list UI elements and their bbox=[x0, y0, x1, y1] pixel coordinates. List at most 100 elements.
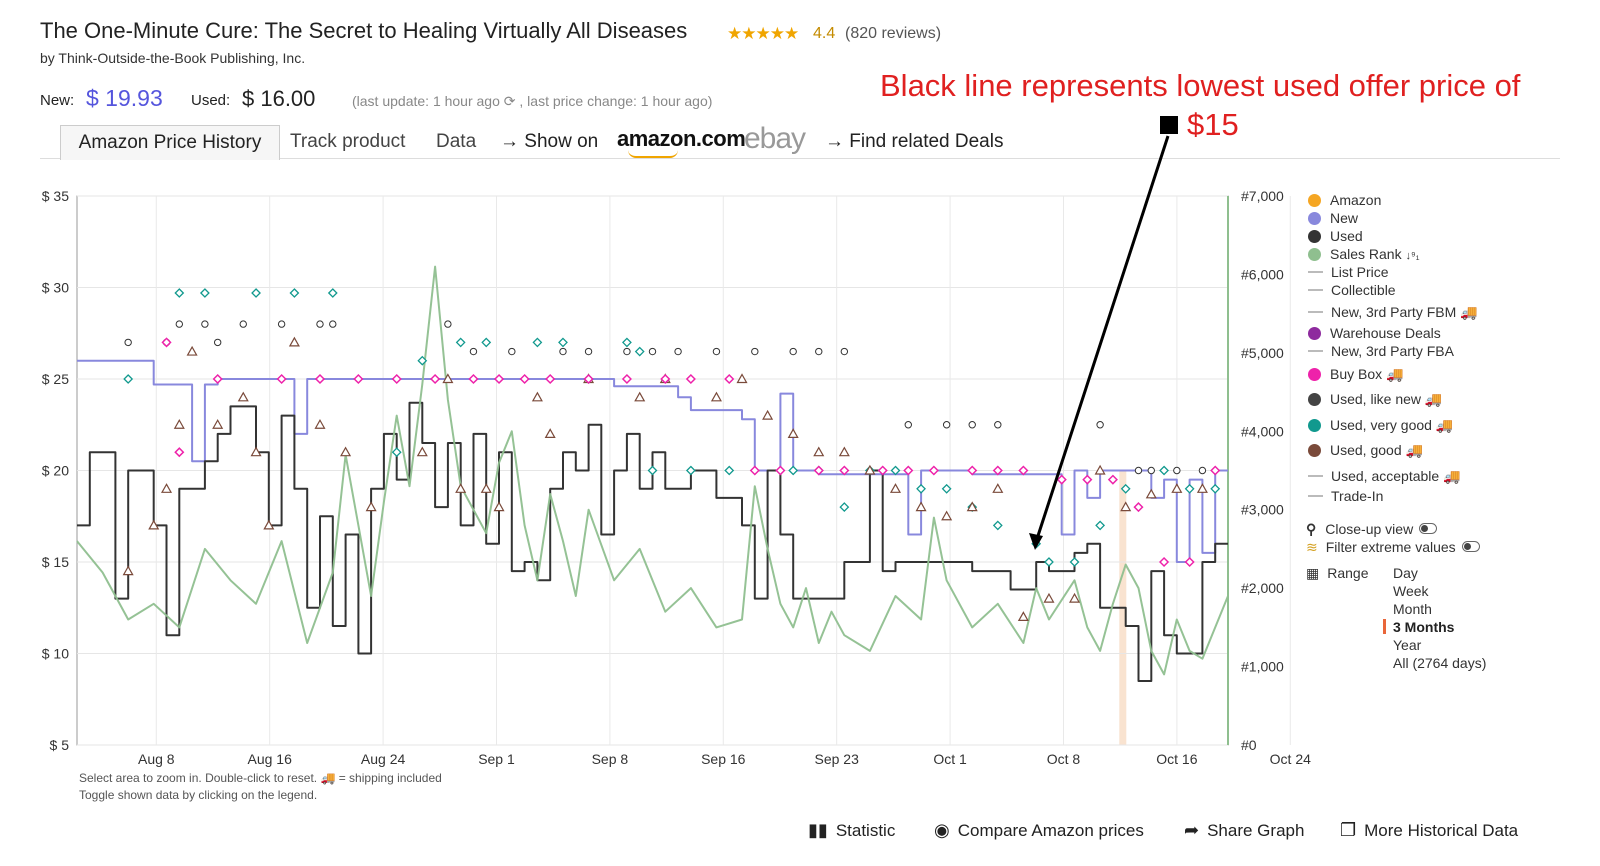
buy-box-marker bbox=[1210, 465, 1221, 476]
legend-new-3p-fbm[interactable]: New, 3rd Party FBM 🚚 bbox=[1308, 304, 1478, 321]
used-very-good-marker bbox=[1210, 483, 1221, 494]
legend-used-like-new[interactable]: Used, like new 🚚 bbox=[1308, 391, 1442, 408]
bar-chart-icon: ▮▮ bbox=[808, 820, 828, 840]
used-like-new-marker bbox=[904, 421, 912, 429]
share-graph-button[interactable]: ➦ Share Graph bbox=[1184, 820, 1304, 841]
used-like-new-marker bbox=[175, 320, 184, 328]
ebay-logo-link[interactable]: ebay bbox=[744, 122, 806, 155]
closeup-view-toggle[interactable]: ⚲ Close-up view bbox=[1306, 521, 1438, 538]
legend-buy-box[interactable]: Buy Box 🚚 bbox=[1308, 366, 1403, 383]
range-day[interactable]: Day bbox=[1393, 565, 1418, 581]
legend-collectible[interactable]: Collectible bbox=[1308, 282, 1396, 298]
used-like-new-marker bbox=[1096, 421, 1104, 429]
filter-icon: ≋ bbox=[1306, 539, 1318, 555]
legend-used-acceptable-label: Used, acceptable 🚚 bbox=[1331, 468, 1461, 484]
range-all[interactable]: All (2764 days) bbox=[1393, 655, 1487, 671]
amazon-logo-link[interactable]: amazon.com bbox=[617, 126, 746, 151]
x-tick-label: Sep 16 bbox=[701, 751, 746, 767]
tab-data[interactable]: Data bbox=[436, 131, 477, 152]
buy-box-marker bbox=[468, 373, 479, 385]
tab-find-related-deals[interactable]: → Find related Deals bbox=[825, 131, 1004, 152]
legend-sales-rank-label: Sales Rank bbox=[1330, 246, 1402, 262]
used-good-marker bbox=[1120, 501, 1132, 512]
y-left-tick-label: $ 10 bbox=[42, 646, 69, 662]
share-label: Share Graph bbox=[1207, 821, 1305, 840]
legend-new-3p-fba[interactable]: New, 3rd Party FBA bbox=[1308, 343, 1454, 359]
collectible-dash-icon bbox=[1308, 289, 1323, 291]
used-like-new-dot-icon bbox=[1308, 393, 1321, 406]
annotation-arrowhead-icon bbox=[1029, 533, 1043, 550]
range-year[interactable]: Year bbox=[1393, 637, 1422, 653]
legend-hint: Toggle shown data by clicking on the leg… bbox=[79, 788, 318, 802]
y-left-tick-label: $ 20 bbox=[42, 463, 69, 479]
review-count-link[interactable]: (820 reviews) bbox=[845, 25, 942, 42]
used-good-dot-icon bbox=[1308, 444, 1321, 457]
buy-box-marker bbox=[583, 373, 594, 385]
x-tick-label: Sep 1 bbox=[478, 751, 515, 767]
product-title: The One-Minute Cure: The Secret to Heali… bbox=[40, 18, 688, 43]
buy-box-marker bbox=[685, 373, 696, 385]
legend-trade-in-label: Trade-In bbox=[1331, 488, 1384, 504]
compare-prices-button[interactable]: ◉ Compare Amazon prices bbox=[934, 820, 1144, 841]
legend-used-good[interactable]: Used, good 🚚 bbox=[1308, 442, 1423, 459]
buy-box-marker bbox=[353, 373, 364, 385]
used-good-marker bbox=[480, 483, 492, 493]
range-week[interactable]: Week bbox=[1393, 583, 1429, 599]
legend-used-acceptable[interactable]: Used, acceptable 🚚 bbox=[1308, 468, 1461, 485]
used-very-good-marker bbox=[1069, 557, 1080, 567]
legend-used-very-good[interactable]: Used, very good 🚚 bbox=[1308, 417, 1453, 434]
y-right-tick-label: #1,000 bbox=[1241, 659, 1284, 675]
legend-amazon[interactable]: Amazon bbox=[1308, 192, 1381, 208]
y-left-tick-label: $ 35 bbox=[42, 188, 69, 204]
historical-data-button[interactable]: ❐ More Historical Data bbox=[1340, 820, 1518, 841]
legend-list-price[interactable]: List Price bbox=[1308, 264, 1389, 280]
legend-collectible-label: Collectible bbox=[1331, 282, 1396, 298]
used-very-good-marker bbox=[685, 465, 696, 476]
buy-box-marker bbox=[660, 373, 671, 385]
range-selected-indicator bbox=[1383, 619, 1386, 634]
used-like-new-marker bbox=[648, 347, 657, 356]
filter-label: Filter extreme values bbox=[1325, 539, 1456, 555]
range-month[interactable]: Month bbox=[1393, 601, 1432, 617]
sort-icon[interactable]: ↓⁹₁ bbox=[1405, 250, 1420, 262]
used-good-marker bbox=[889, 483, 902, 493]
buy-box-marker bbox=[749, 465, 760, 476]
used-very-good-marker bbox=[1120, 483, 1131, 494]
used-like-new-marker bbox=[213, 338, 222, 347]
rating-value: 4.4 bbox=[813, 25, 836, 42]
used-very-good-marker bbox=[647, 465, 658, 476]
tab-amazon-price-history[interactable]: Amazon Price History bbox=[60, 125, 280, 160]
buy-box-marker bbox=[1107, 474, 1118, 485]
legend-sales-rank[interactable]: Sales Rank ↓⁹₁ bbox=[1308, 246, 1419, 262]
publisher: by Think-Outside-the-Book Publishing, In… bbox=[40, 50, 306, 66]
legend-warehouse-deals[interactable]: Warehouse Deals bbox=[1308, 325, 1441, 341]
used-good-marker bbox=[173, 419, 185, 429]
legend-used-very-good-label: Used, very good 🚚 bbox=[1330, 417, 1454, 433]
y-right-tick-label: #0 bbox=[1241, 737, 1257, 753]
used-good-marker bbox=[813, 446, 825, 457]
used-like-new-marker bbox=[789, 347, 797, 356]
amazon-smile-icon bbox=[628, 150, 678, 158]
used-very-good-marker bbox=[1159, 465, 1169, 476]
amazon-dot-icon bbox=[1308, 194, 1321, 207]
closeup-switch[interactable] bbox=[1419, 523, 1438, 534]
used-like-new-marker bbox=[508, 347, 516, 356]
range-label-text: Range bbox=[1327, 565, 1369, 581]
statistic-button[interactable]: ▮▮ Statistic bbox=[808, 820, 895, 841]
buy-box-marker bbox=[314, 373, 326, 385]
legend-trade-in[interactable]: Trade-In bbox=[1308, 488, 1383, 504]
used-like-new-marker bbox=[239, 320, 247, 328]
filter-switch[interactable] bbox=[1461, 541, 1480, 552]
legend-used[interactable]: Used bbox=[1308, 228, 1363, 244]
used-like-new-marker bbox=[623, 347, 631, 356]
tab-track-product[interactable]: Track product bbox=[290, 131, 406, 152]
trade-in-dash-icon bbox=[1308, 495, 1323, 497]
legend-new[interactable]: New bbox=[1308, 210, 1358, 226]
used-very-good-marker bbox=[941, 483, 952, 494]
buy-box-marker bbox=[1082, 474, 1093, 485]
range-3-months[interactable]: 3 Months bbox=[1393, 619, 1455, 635]
y-right-tick-label: #7,000 bbox=[1241, 188, 1284, 204]
y-left-tick-label: $ 25 bbox=[42, 371, 69, 387]
filter-extreme-toggle[interactable]: ≋ Filter extreme values bbox=[1306, 539, 1480, 556]
